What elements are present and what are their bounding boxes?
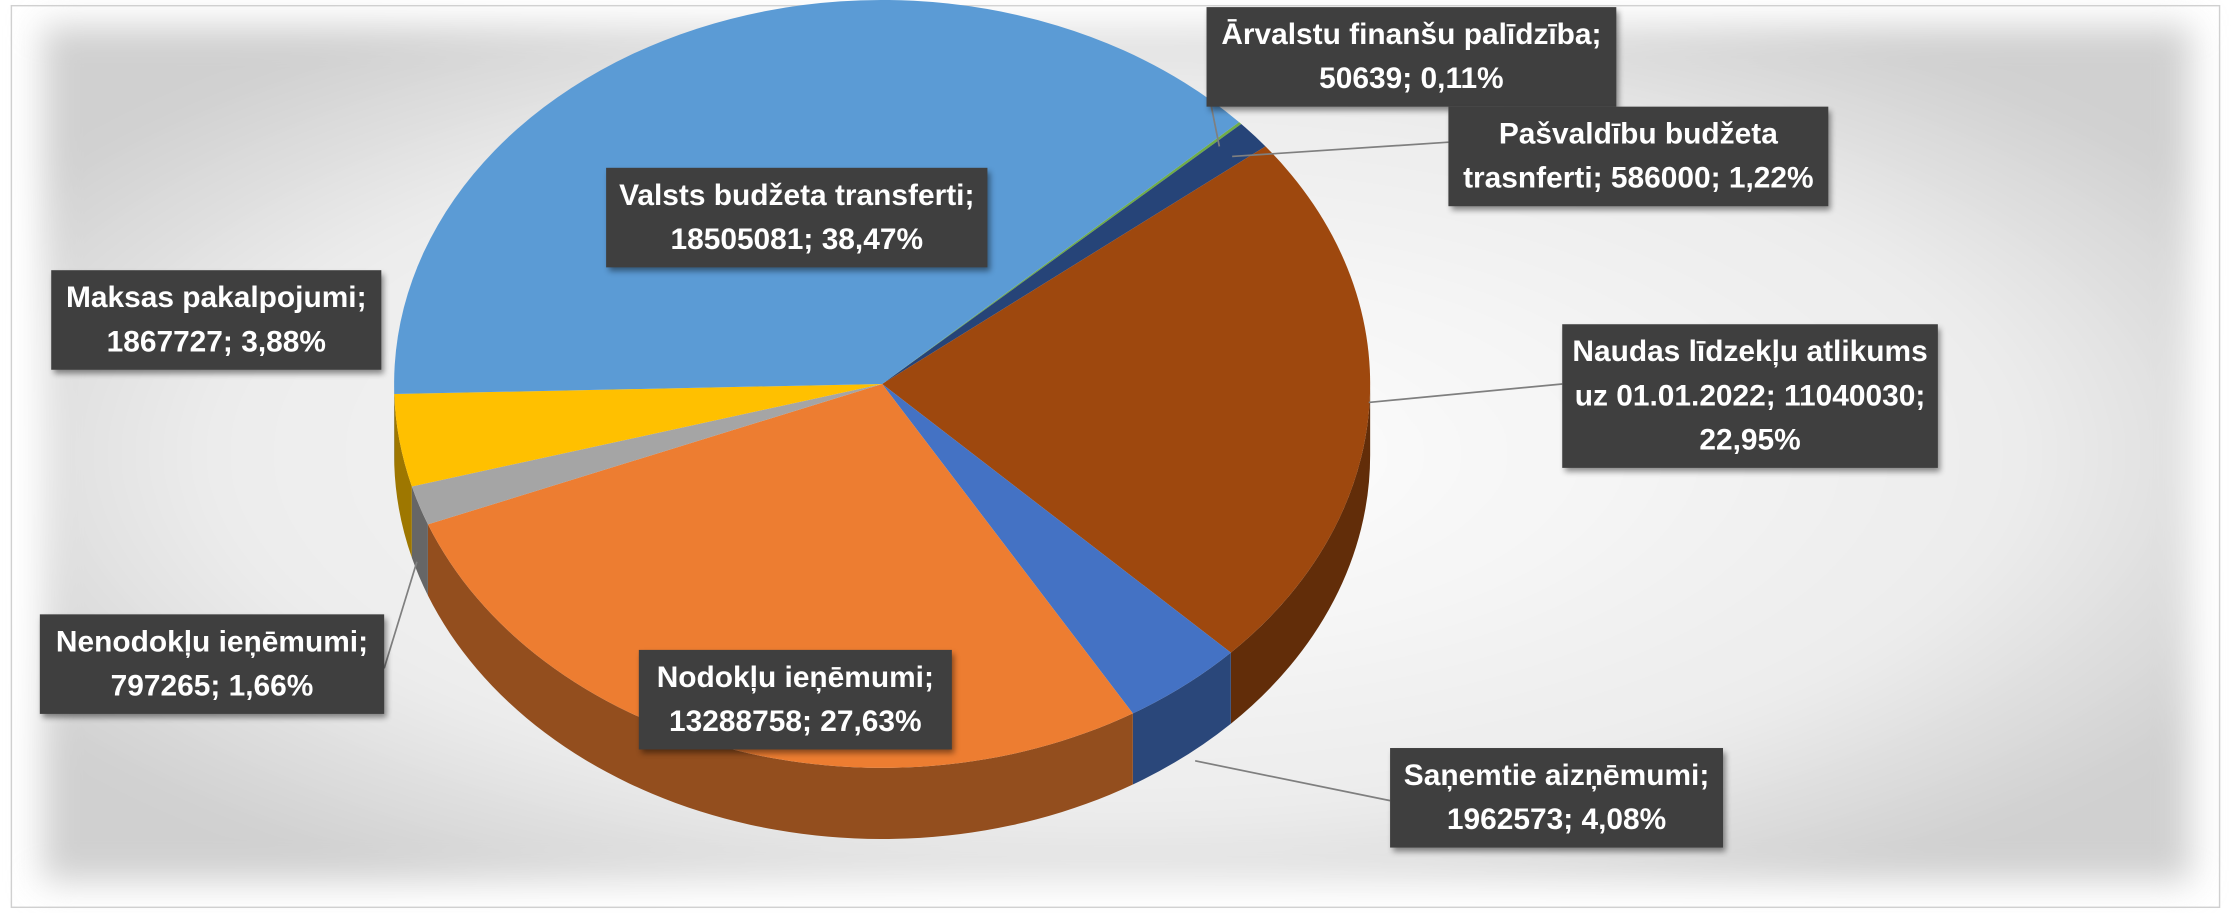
leader-line <box>383 561 418 669</box>
label-value: 18505081 <box>670 223 804 256</box>
data-label: Naudas līdzekļu atlikums uz 01.01.2022; … <box>1562 324 1938 468</box>
label-percent: 0,11% <box>1420 62 1504 96</box>
label-separator: ; <box>1592 162 1603 195</box>
label-value: 797265 <box>110 669 211 703</box>
pie-slice <box>882 146 1371 653</box>
label-separator: ; <box>1699 759 1710 793</box>
label-separator: ; <box>803 223 814 256</box>
label-percent: 27,63% <box>820 705 922 739</box>
label-value: 1867727 <box>106 325 223 359</box>
label-name: Pašvaldību budžeta trasnferti <box>1463 118 1778 195</box>
pie-slice <box>882 122 1242 384</box>
slice-side <box>427 524 1133 840</box>
label-value: 1962573 <box>1446 803 1564 837</box>
label-name: Ārvalstu finanšu palīdzība <box>1221 18 1592 52</box>
label-separator: ; <box>964 179 975 212</box>
leader-line <box>1232 141 1449 158</box>
label-percent: 1,22% <box>1728 162 1814 195</box>
label-value: 11040030 <box>1784 379 1916 413</box>
label-name: Valsts budžeta transferti <box>619 179 965 212</box>
pie-slice <box>882 383 1231 714</box>
slice-side <box>394 394 412 558</box>
data-label: Valsts budžeta transferti; 18505081; 38,… <box>606 167 988 268</box>
label-separator: ; <box>923 661 934 694</box>
leader-line <box>1194 759 1391 802</box>
slice-side <box>1230 383 1371 724</box>
slice-side <box>1132 652 1231 785</box>
label-value: 50639 <box>1319 62 1403 96</box>
label-percent: 22,95% <box>1699 423 1801 457</box>
label-name: Saņemtie aizņēmumi <box>1403 759 1700 793</box>
data-label: Pašvaldību budžeta trasnferti; 586000; 1… <box>1448 106 1829 207</box>
data-label: Nenodokļu ieņēmumi; 797265; 1,66% <box>39 614 385 714</box>
label-percent: 4,08% <box>1581 803 1667 837</box>
label-separator: ; <box>1765 379 1776 413</box>
label-separator: ; <box>1915 379 1926 413</box>
label-separator: ; <box>358 625 369 659</box>
label-percent: 3,88% <box>241 325 326 359</box>
label-percent: 1,66% <box>228 669 314 703</box>
pie-slice <box>427 383 1133 768</box>
label-separator: ; <box>1591 18 1602 52</box>
label-value: 586000 <box>1610 162 1711 195</box>
data-label: Nodokļu ieņēmumi; 13288758; 27,63% <box>638 649 952 750</box>
label-separator: ; <box>356 281 367 315</box>
slice-side <box>411 486 428 596</box>
label-separator: ; <box>210 669 221 703</box>
pie-slice <box>394 383 883 487</box>
label-name: Nenodokļu ieņēmumi <box>55 625 359 659</box>
label-name: Nodokļu ieņēmumi <box>656 661 924 694</box>
data-label: Saņemtie aizņēmumi; 1962573; 4,08% <box>1390 748 1724 848</box>
label-separator: ; <box>222 325 233 359</box>
data-label: Ārvalstu finanšu palīdzība; 50639; 0,11% <box>1206 7 1617 107</box>
label-value: 13288758 <box>669 705 802 739</box>
leader-line <box>1368 383 1563 404</box>
label-name: Naudas līdzekļu atlikums uz 01.01.2022 <box>1572 335 1928 413</box>
pie-slice <box>411 383 883 525</box>
label-percent: 38,47% <box>821 223 924 256</box>
label-separator: ; <box>801 705 812 739</box>
label-separator: ; <box>1402 62 1413 96</box>
label-name: Maksas pakalpojumi <box>65 281 357 315</box>
label-separator: ; <box>1563 803 1574 837</box>
label-separator: ; <box>1710 162 1721 195</box>
data-label: Maksas pakalpojumi; 1867727; 3,88% <box>51 270 382 370</box>
pie-slice <box>882 123 1266 384</box>
